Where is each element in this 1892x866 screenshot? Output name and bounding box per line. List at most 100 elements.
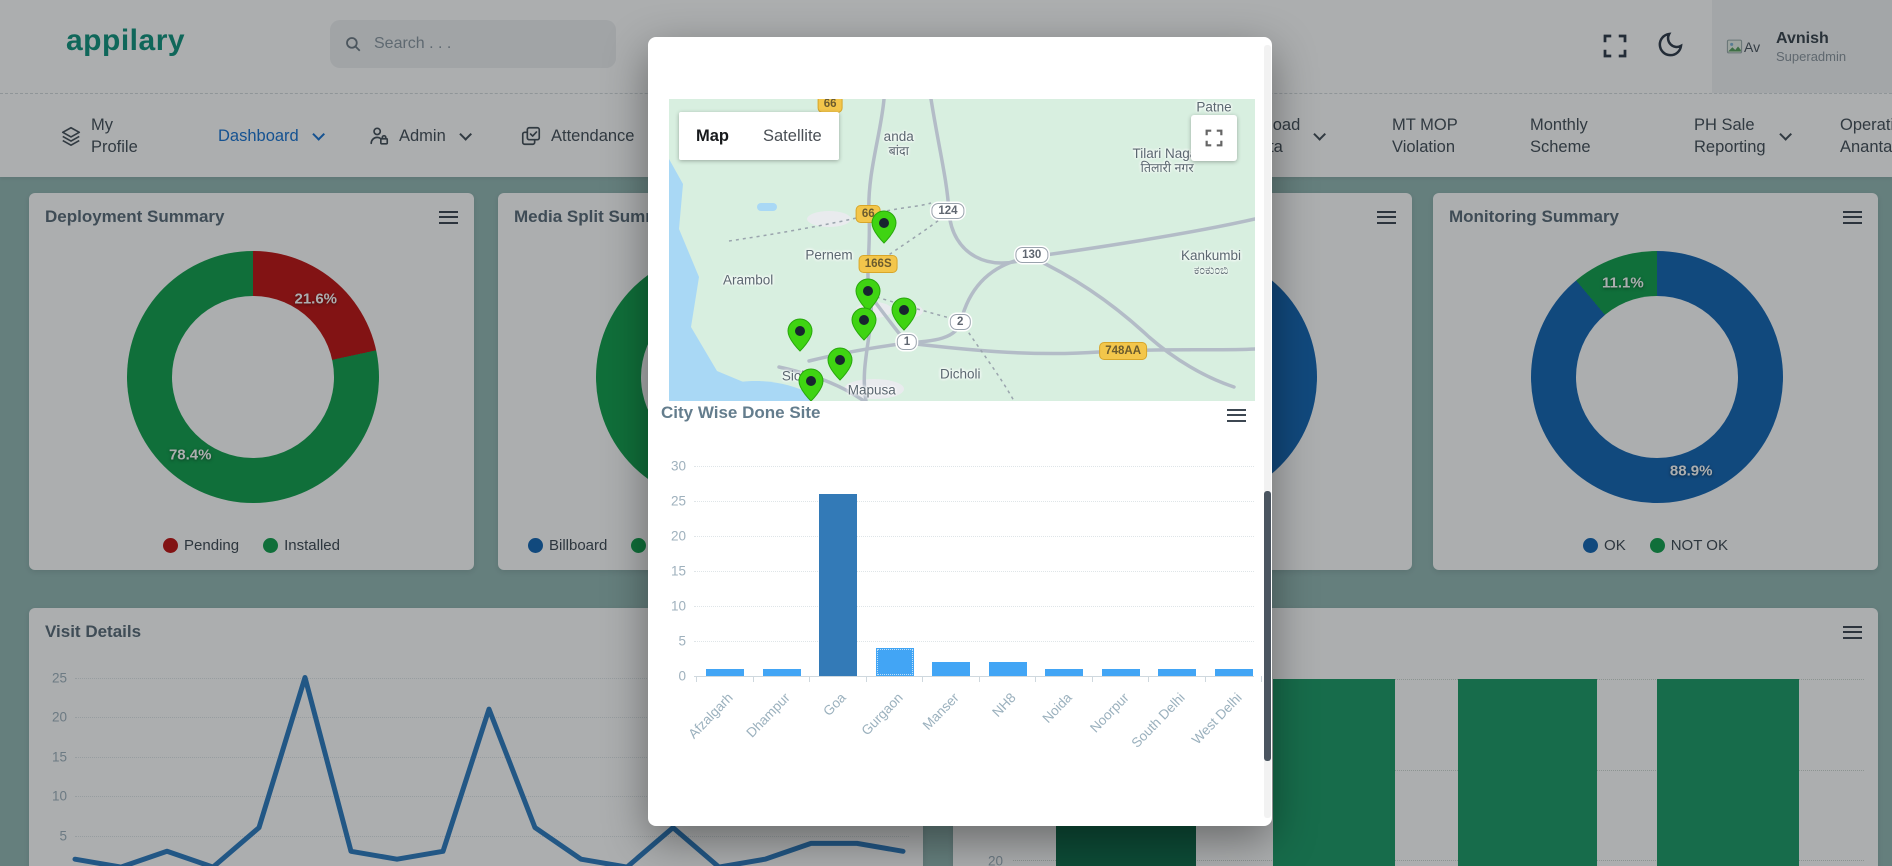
legend-label: Pending: [184, 537, 240, 554]
green-bar[interactable]: [1657, 679, 1799, 866]
modal-scrollbar-thumb[interactable]: [1264, 491, 1271, 761]
search-box[interactable]: [330, 20, 616, 68]
bar-south-delhi[interactable]: [1158, 669, 1196, 676]
map-marker[interactable]: [798, 368, 824, 401]
bar-nh8[interactable]: [988, 662, 1027, 676]
card-menu-icon[interactable]: [1377, 211, 1396, 224]
nav-item-label: Dashboard: [218, 127, 299, 145]
legend-item[interactable]: NOT OK: [1649, 537, 1728, 554]
bar-gurgaon[interactable]: [875, 648, 914, 676]
map-button[interactable]: Map: [679, 112, 746, 160]
chart-legend: Billboard: [498, 537, 943, 554]
city-wise-bar-chart: 0 5 10 15 20 25 30 Afzalgarh Dhampur Goa Gurgaon Ma…: [648, 429, 1272, 799]
nav-item-label: MT MOP Violation: [1392, 116, 1458, 156]
monitoring-donut-chart: 88.9% 11.1%: [1531, 251, 1783, 503]
donut-percent-label: 21.6%: [294, 290, 338, 308]
map-place-label: Pernem: [805, 247, 853, 263]
attendance-icon: [521, 126, 541, 146]
bar-goa[interactable]: [819, 494, 857, 676]
legend-dot: [263, 538, 279, 553]
nav-item-mt-mop-violation[interactable]: MT MOP Violation: [1392, 94, 1458, 178]
bar-west-delhi[interactable]: [1214, 669, 1253, 676]
map-report-modal: anda बांदा Patne Tilari Nagar तिलारी नगर Pern…: [648, 37, 1272, 826]
map-marker[interactable]: [855, 278, 881, 312]
app-logo[interactable]: appilary: [66, 24, 186, 57]
route-badge: 1: [896, 334, 918, 351]
nav-item-ph-sale-reporting[interactable]: PH Sale Reporting: [1694, 94, 1792, 178]
card-menu-icon[interactable]: [1843, 211, 1862, 224]
user-menu[interactable]: Av Avnish Superadmin: [1712, 0, 1892, 93]
layers-icon: [61, 126, 81, 146]
card-title: Media Split Summary: [514, 207, 686, 226]
nav-item-operation-ananta[interactable]: Operati Ananta: [1840, 94, 1892, 178]
donut-hole: [172, 296, 334, 458]
green-bar[interactable]: [1273, 679, 1395, 866]
nav-item-label: Admin: [399, 127, 446, 145]
legend-dot: [631, 538, 647, 553]
visit-line: [72, 675, 906, 866]
bar-manser[interactable]: [932, 662, 970, 676]
route-badge: 166S: [858, 254, 898, 273]
nav-item-dashboard[interactable]: Dashboard: [218, 94, 325, 178]
expand-icon: [1205, 129, 1223, 147]
map-marker[interactable]: [787, 318, 813, 352]
map-fullscreen-button[interactable]: [1191, 115, 1237, 161]
nav-item-label: My Profile: [91, 116, 138, 156]
user-name: Avnish: [1776, 30, 1829, 47]
avatar: Av: [1726, 27, 1766, 67]
route-badge: 748AA: [1099, 341, 1148, 360]
nav-item-my-profile[interactable]: My Profile: [60, 94, 138, 178]
bar-noorpur[interactable]: [1101, 669, 1140, 676]
legend-item[interactable]: Pending: [163, 537, 239, 554]
legend-label: Billboard: [549, 537, 608, 554]
chart-legend: OK NOT OK: [1433, 537, 1878, 554]
map-marker[interactable]: [891, 297, 917, 331]
legend-dot: [1583, 538, 1599, 553]
modal-chart-menu-icon[interactable]: [1227, 409, 1246, 422]
map-marker[interactable]: [851, 307, 877, 341]
nav-item-admin[interactable]: Admin: [368, 94, 472, 178]
card-title: Visit Details: [45, 622, 142, 641]
legend-label: Installed: [284, 537, 340, 554]
legend-dot: [163, 538, 179, 553]
legend-item[interactable]: OK: [1583, 537, 1626, 554]
modal-chart-title: City Wise Done Site: [661, 403, 821, 422]
bar-noida[interactable]: [1045, 669, 1083, 676]
route-badge: 2: [950, 313, 971, 330]
card-menu-icon[interactable]: [439, 211, 458, 224]
donut-percent-label: 78.4%: [168, 446, 212, 464]
card-title: Monitoring Summary: [1449, 207, 1620, 226]
search-icon: [346, 37, 361, 52]
moon-icon[interactable]: [1656, 29, 1686, 59]
legend-label: NOT OK: [1670, 537, 1728, 554]
search-input[interactable]: [372, 34, 572, 54]
legend-item[interactable]: Billboard: [528, 537, 607, 554]
satellite-button[interactable]: Satellite: [746, 112, 839, 160]
map-place-label: Kankumbi ಕಂಕುಂಬಿ: [1181, 247, 1242, 277]
fullscreen-icon[interactable]: [1600, 31, 1630, 61]
nav-item-monthly-scheme[interactable]: Monthly Scheme: [1530, 94, 1591, 178]
donut-percent-label: 11.1%: [1601, 274, 1644, 292]
nav-item-label: PH Sale Reporting: [1694, 116, 1766, 156]
monitoring-summary-card: Monitoring Summary 88.9% 11.1% OK NOT OK: [1433, 193, 1878, 570]
bar-dhampur[interactable]: [762, 669, 801, 676]
legend-item[interactable]: Installed: [263, 537, 340, 554]
nav-item-label: Attendance: [551, 127, 635, 145]
google-map[interactable]: anda बांदा Patne Tilari Nagar तिलारी नगर Pern…: [669, 99, 1255, 401]
deployment-donut-chart: 21.6% 78.4%: [127, 251, 379, 503]
donut-percent-label: 88.9%: [1669, 462, 1713, 480]
donut-hole: [1576, 296, 1738, 458]
bar-afzalgarh[interactable]: [706, 669, 744, 676]
green-bar[interactable]: [1458, 679, 1597, 866]
map-place-label: anda बांदा: [883, 129, 914, 159]
map-place-label: Tilari Nagar तिलारी नगर: [1132, 145, 1202, 175]
map-marker[interactable]: [871, 210, 897, 244]
deployment-summary-card: Deployment Summary 21.6% 78.4% Pending Ins…: [29, 193, 474, 570]
card-menu-icon[interactable]: [1843, 626, 1862, 639]
map-marker[interactable]: [827, 347, 853, 381]
nav-item-label: Monthly Scheme: [1530, 116, 1591, 156]
legend-dot: [1649, 538, 1665, 553]
user-role: Superadmin: [1776, 49, 1847, 64]
legend-item[interactable]: [631, 537, 738, 554]
nav-item-attendance[interactable]: Attendance: [520, 94, 634, 178]
